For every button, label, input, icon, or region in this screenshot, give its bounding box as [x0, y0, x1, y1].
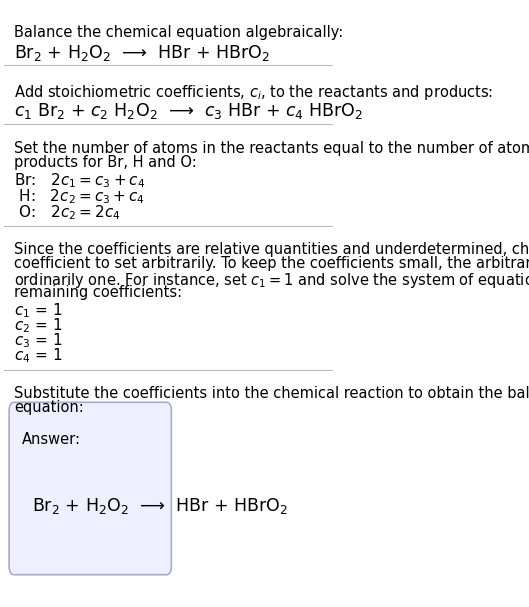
Text: products for Br, H and O:: products for Br, H and O:: [14, 155, 197, 170]
Text: $c_4$ = 1: $c_4$ = 1: [14, 346, 62, 365]
Text: Set the number of atoms in the reactants equal to the number of atoms in the: Set the number of atoms in the reactants…: [14, 141, 529, 155]
Text: Substitute the coefficients into the chemical reaction to obtain the balanced: Substitute the coefficients into the che…: [14, 386, 529, 401]
Text: Br$_2$ + H$_2$O$_2$  ⟶  HBr + HBrO$_2$: Br$_2$ + H$_2$O$_2$ ⟶ HBr + HBrO$_2$: [14, 43, 270, 63]
Text: O:   $2 c_2 = 2 c_4$: O: $2 c_2 = 2 c_4$: [14, 203, 121, 222]
Text: Add stoichiometric coefficients, $c_i$, to the reactants and products:: Add stoichiometric coefficients, $c_i$, …: [14, 83, 493, 102]
Text: H:   $2 c_2 = c_3 + c_4$: H: $2 c_2 = c_3 + c_4$: [14, 188, 145, 206]
Text: coefficient to set arbitrarily. To keep the coefficients small, the arbitrary va: coefficient to set arbitrarily. To keep …: [14, 256, 529, 271]
Text: $c_3$ = 1: $c_3$ = 1: [14, 331, 62, 350]
Text: Br$_2$ + H$_2$O$_2$  ⟶  HBr + HBrO$_2$: Br$_2$ + H$_2$O$_2$ ⟶ HBr + HBrO$_2$: [32, 497, 288, 517]
Text: Balance the chemical equation algebraically:: Balance the chemical equation algebraica…: [14, 25, 343, 40]
FancyBboxPatch shape: [9, 402, 171, 575]
Text: $c_2$ = 1: $c_2$ = 1: [14, 316, 62, 335]
Text: $c_1$ = 1: $c_1$ = 1: [14, 301, 62, 320]
Text: Since the coefficients are relative quantities and underdetermined, choose a: Since the coefficients are relative quan…: [14, 242, 529, 257]
Text: $c_1$ Br$_2$ + $c_2$ H$_2$O$_2$  ⟶  $c_3$ HBr + $c_4$ HBrO$_2$: $c_1$ Br$_2$ + $c_2$ H$_2$O$_2$ ⟶ $c_3$ …: [14, 101, 363, 121]
Text: Br:   $2 c_1 = c_3 + c_4$: Br: $2 c_1 = c_3 + c_4$: [14, 172, 145, 191]
Text: ordinarily one. For instance, set $c_1 = 1$ and solve the system of equations fo: ordinarily one. For instance, set $c_1 =…: [14, 271, 529, 290]
Text: remaining coefficients:: remaining coefficients:: [14, 285, 182, 300]
Text: Answer:: Answer:: [22, 432, 81, 447]
Text: equation:: equation:: [14, 401, 84, 415]
